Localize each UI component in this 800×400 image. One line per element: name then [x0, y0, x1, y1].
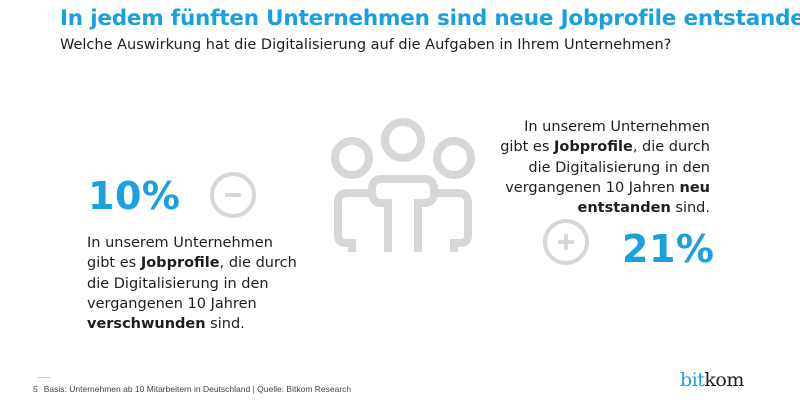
- desc-emphasis: verschwunden: [87, 316, 206, 333]
- desc-line: gibt es: [500, 139, 555, 156]
- desc-line: In unserem Unternehmen: [524, 119, 710, 135]
- desc-emphasis: Jobprofile: [554, 139, 633, 156]
- stat-value-new: 21%: [622, 227, 715, 271]
- source-note: Basis: Unternehmen ab 10 Mitarbeitern in…: [43, 384, 352, 394]
- desc-line: gibt es: [87, 255, 141, 272]
- plus-circle-icon: [543, 219, 589, 265]
- desc-line: sind.: [205, 316, 245, 333]
- desc-emphasis: neu: [679, 179, 710, 196]
- desc-line: vergangenen 10 Jahren: [87, 295, 257, 312]
- page-subtitle: Welche Auswirkung hat die Digitalisierun…: [60, 37, 672, 53]
- people-group-icon: [331, 118, 475, 252]
- page-title: In jedem fünften Unternehmen sind neue J…: [60, 6, 800, 31]
- desc-line: , die durch: [219, 255, 297, 272]
- desc-line: die Digitalisierung in den: [528, 159, 710, 176]
- footer-divider: [38, 377, 50, 378]
- desc-line: die Digitalisierung in den: [87, 275, 269, 292]
- footer-source: 5 Basis: Unternehmen ab 10 Mitarbeitern i…: [33, 384, 351, 394]
- stat-description-new: In unserem Unternehmen gibt es Jobprofil…: [500, 117, 710, 218]
- desc-line: , die durch: [632, 139, 710, 156]
- logo-part-kom: kom: [704, 369, 744, 391]
- stat-value-disappeared: 10%: [88, 174, 181, 218]
- desc-emphasis: Jobprofile: [140, 255, 220, 272]
- bitkom-logo: bitkom: [680, 369, 744, 391]
- desc-line: In unserem Unternehmen: [87, 235, 273, 251]
- stat-description-disappeared: In unserem Unternehmen gibt es Jobprofil…: [87, 233, 297, 334]
- desc-line: sind.: [670, 200, 710, 217]
- logo-part-bit: bit: [680, 369, 705, 391]
- page-number: 5: [33, 384, 38, 394]
- desc-emphasis: entstanden: [577, 200, 671, 217]
- minus-bar: [225, 193, 241, 197]
- plus-bar-vertical: [564, 234, 568, 250]
- minus-circle-icon: [210, 172, 256, 218]
- desc-line: vergangenen 10 Jahren: [505, 179, 680, 196]
